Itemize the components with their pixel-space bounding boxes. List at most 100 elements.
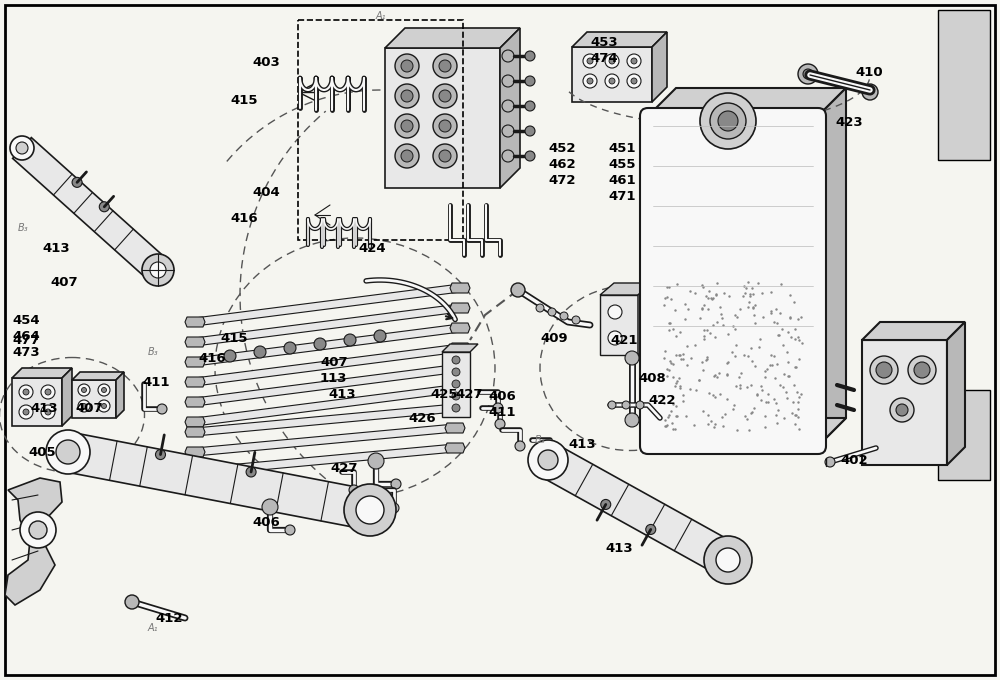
Circle shape xyxy=(102,388,106,392)
Circle shape xyxy=(560,312,568,320)
Circle shape xyxy=(625,413,639,427)
Text: 406: 406 xyxy=(252,515,280,528)
Circle shape xyxy=(20,512,56,548)
Circle shape xyxy=(439,60,451,72)
Circle shape xyxy=(401,90,413,102)
Circle shape xyxy=(583,54,597,68)
Text: 421: 421 xyxy=(610,333,638,347)
Polygon shape xyxy=(13,137,167,280)
Circle shape xyxy=(528,440,568,480)
Circle shape xyxy=(876,362,892,378)
Polygon shape xyxy=(862,340,947,465)
Circle shape xyxy=(72,177,82,188)
Circle shape xyxy=(710,103,746,139)
Circle shape xyxy=(344,334,356,346)
Polygon shape xyxy=(385,28,520,48)
Polygon shape xyxy=(64,432,374,530)
Circle shape xyxy=(502,125,514,137)
Polygon shape xyxy=(12,368,72,378)
Circle shape xyxy=(525,76,535,86)
Polygon shape xyxy=(185,337,205,347)
Circle shape xyxy=(452,404,460,412)
Text: B₃: B₃ xyxy=(535,435,546,445)
Text: B₃: B₃ xyxy=(18,223,29,233)
Circle shape xyxy=(395,114,419,138)
Circle shape xyxy=(587,78,593,84)
Circle shape xyxy=(601,499,611,509)
Polygon shape xyxy=(72,380,116,418)
Circle shape xyxy=(870,356,898,384)
Text: 453: 453 xyxy=(590,35,618,48)
Text: 451: 451 xyxy=(608,141,636,154)
Text: 403: 403 xyxy=(252,56,280,69)
Text: 411: 411 xyxy=(488,405,516,418)
Circle shape xyxy=(23,409,29,415)
Text: 416: 416 xyxy=(230,211,258,224)
Circle shape xyxy=(433,114,457,138)
Circle shape xyxy=(609,78,615,84)
Text: 408: 408 xyxy=(638,371,666,384)
Circle shape xyxy=(99,202,109,211)
Text: 407: 407 xyxy=(75,401,103,415)
Circle shape xyxy=(284,342,296,354)
Circle shape xyxy=(605,74,619,88)
Circle shape xyxy=(646,524,656,534)
Text: 409: 409 xyxy=(540,332,568,345)
Circle shape xyxy=(716,548,740,572)
Text: 406: 406 xyxy=(488,390,516,403)
Text: 413: 413 xyxy=(30,401,58,415)
Polygon shape xyxy=(195,444,455,476)
Circle shape xyxy=(150,262,166,278)
Circle shape xyxy=(344,484,396,536)
Polygon shape xyxy=(194,324,461,366)
Circle shape xyxy=(439,120,451,132)
Bar xyxy=(298,20,463,240)
Text: 473: 473 xyxy=(12,345,40,358)
Circle shape xyxy=(718,111,738,131)
Text: 415: 415 xyxy=(230,94,258,107)
Text: 462: 462 xyxy=(548,158,576,171)
Circle shape xyxy=(627,54,641,68)
Text: A₁: A₁ xyxy=(148,623,158,633)
Circle shape xyxy=(98,400,110,412)
Polygon shape xyxy=(194,364,461,406)
Polygon shape xyxy=(72,372,124,380)
Text: 415: 415 xyxy=(220,332,248,345)
Circle shape xyxy=(525,51,535,61)
Circle shape xyxy=(356,496,384,524)
Polygon shape xyxy=(600,283,652,295)
Polygon shape xyxy=(185,317,205,327)
Polygon shape xyxy=(539,444,737,576)
Circle shape xyxy=(608,331,622,345)
Circle shape xyxy=(502,100,514,112)
Polygon shape xyxy=(195,424,455,456)
Polygon shape xyxy=(442,344,478,352)
Polygon shape xyxy=(62,368,72,426)
Polygon shape xyxy=(185,397,205,407)
Circle shape xyxy=(572,316,580,324)
Text: 416: 416 xyxy=(198,352,226,364)
Circle shape xyxy=(452,380,460,388)
Circle shape xyxy=(525,126,535,136)
Circle shape xyxy=(374,330,386,342)
Polygon shape xyxy=(442,352,470,417)
Circle shape xyxy=(439,150,451,162)
Circle shape xyxy=(908,356,936,384)
Circle shape xyxy=(155,449,165,460)
Circle shape xyxy=(862,84,878,100)
Circle shape xyxy=(56,440,80,464)
Circle shape xyxy=(433,84,457,108)
Polygon shape xyxy=(572,47,652,102)
Circle shape xyxy=(16,142,28,154)
Text: 427: 427 xyxy=(455,388,482,401)
Circle shape xyxy=(401,60,413,72)
Circle shape xyxy=(395,144,419,168)
Circle shape xyxy=(587,58,593,64)
Circle shape xyxy=(525,151,535,161)
Circle shape xyxy=(914,362,930,378)
Polygon shape xyxy=(450,303,470,313)
Polygon shape xyxy=(862,322,965,340)
Circle shape xyxy=(254,346,266,358)
Circle shape xyxy=(368,453,384,469)
Text: 113: 113 xyxy=(320,371,348,384)
